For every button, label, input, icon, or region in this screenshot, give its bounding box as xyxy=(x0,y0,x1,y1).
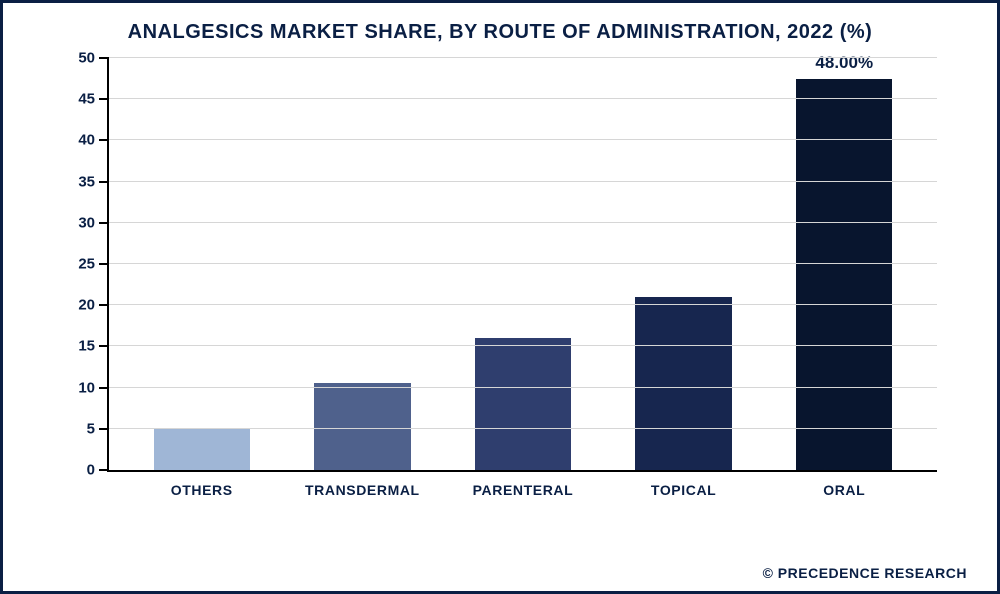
bar xyxy=(475,338,571,470)
y-axis-label: 15 xyxy=(78,338,95,355)
bar xyxy=(635,297,731,470)
x-axis-label: OTHERS xyxy=(121,482,282,498)
y-tick xyxy=(99,263,109,265)
y-axis-label: 25 xyxy=(78,256,95,273)
y-axis-label: 40 xyxy=(78,132,95,149)
bar-slot: TOPICAL xyxy=(603,58,764,470)
y-tick xyxy=(99,98,109,100)
grid-line xyxy=(109,139,937,140)
grid-line xyxy=(109,304,937,305)
grid-line xyxy=(109,57,937,58)
grid-line xyxy=(109,345,937,346)
y-tick xyxy=(99,428,109,430)
y-axis-label: 10 xyxy=(78,379,95,396)
bar-slot: 48.00%ORAL xyxy=(764,58,925,470)
copyright-label: © PRECEDENCE RESEARCH xyxy=(763,565,967,581)
y-axis-label: 35 xyxy=(78,173,95,190)
bar: 48.00% xyxy=(796,79,892,470)
y-axis-label: 30 xyxy=(78,214,95,231)
chart-area: OTHERSTRANSDERMALPARENTERALTOPICAL48.00%… xyxy=(49,58,951,510)
y-tick xyxy=(99,139,109,141)
y-tick xyxy=(99,181,109,183)
y-tick xyxy=(99,387,109,389)
y-tick xyxy=(99,57,109,59)
grid-line xyxy=(109,428,937,429)
x-axis-label: TRANSDERMAL xyxy=(282,482,443,498)
x-axis-label: TOPICAL xyxy=(603,482,764,498)
y-axis-label: 5 xyxy=(87,420,95,437)
bars-layer: OTHERSTRANSDERMALPARENTERALTOPICAL48.00%… xyxy=(109,58,937,470)
bar xyxy=(154,429,250,470)
y-axis-label: 45 xyxy=(78,91,95,108)
y-tick xyxy=(99,469,109,471)
grid-line xyxy=(109,181,937,182)
x-axis-label: ORAL xyxy=(764,482,925,498)
y-axis-label: 50 xyxy=(78,50,95,67)
y-tick xyxy=(99,345,109,347)
y-axis-label: 0 xyxy=(87,462,95,479)
y-axis-label: 20 xyxy=(78,297,95,314)
bar-value-label: 48.00% xyxy=(815,53,873,73)
grid-line xyxy=(109,387,937,388)
bar-slot: PARENTERAL xyxy=(443,58,604,470)
x-axis-label: PARENTERAL xyxy=(443,482,604,498)
grid-line xyxy=(109,222,937,223)
y-tick xyxy=(99,222,109,224)
plot-area: OTHERSTRANSDERMALPARENTERALTOPICAL48.00%… xyxy=(107,58,937,472)
grid-line xyxy=(109,263,937,264)
chart-title: ANALGESICS MARKET SHARE, BY ROUTE OF ADM… xyxy=(21,15,979,58)
y-tick xyxy=(99,304,109,306)
bar xyxy=(314,383,410,470)
bar-slot: TRANSDERMAL xyxy=(282,58,443,470)
bar-slot: OTHERS xyxy=(121,58,282,470)
grid-line xyxy=(109,98,937,99)
chart-frame: ANALGESICS MARKET SHARE, BY ROUTE OF ADM… xyxy=(0,0,1000,594)
